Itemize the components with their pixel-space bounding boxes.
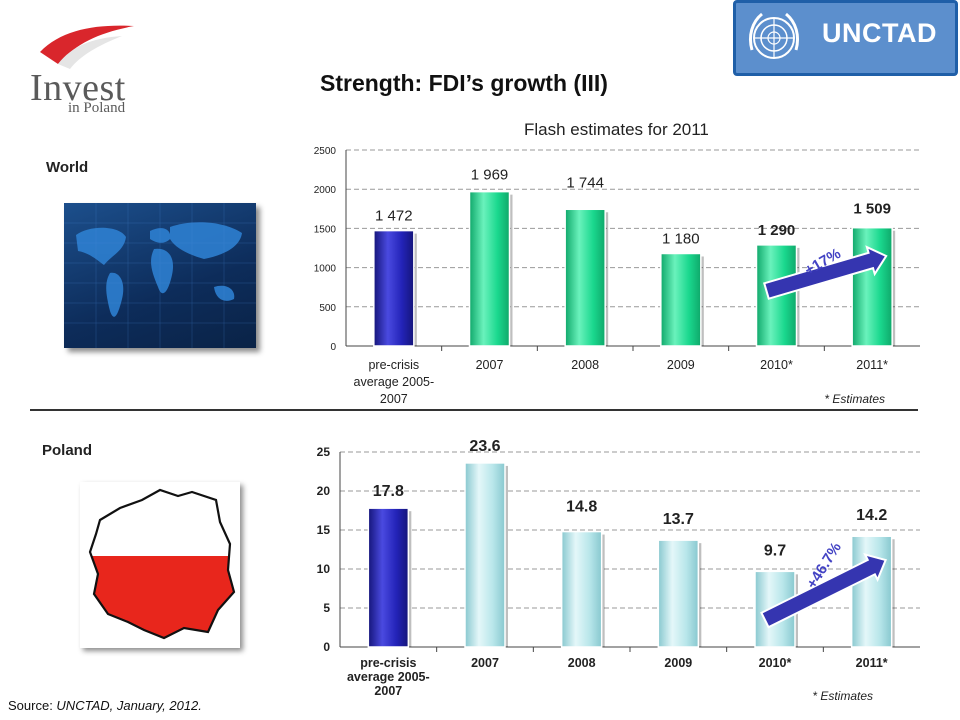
bar-2 xyxy=(564,208,606,347)
y-tick-label: 0 xyxy=(330,342,336,353)
growth-arrow-icon xyxy=(763,245,888,300)
x-tick-label: 2007 xyxy=(471,656,499,670)
data-label: 1 290 xyxy=(758,222,796,239)
y-tick-label: 0 xyxy=(323,640,330,654)
page-title: Strength: FDI’s growth (III) xyxy=(320,70,608,96)
poland-map-image xyxy=(80,482,240,648)
data-label: 1 472 xyxy=(375,208,413,225)
bar-1 xyxy=(468,190,511,347)
x-tick-label: 2011* xyxy=(856,358,888,372)
y-tick-label: 5 xyxy=(323,601,330,615)
data-label: 23.6 xyxy=(469,438,500,455)
y-tick-label: 2000 xyxy=(314,185,337,196)
logo-in-poland-text: in Poland xyxy=(68,100,126,116)
growth-arrow-icon xyxy=(760,553,888,629)
x-tick-label: 2010* xyxy=(759,656,792,670)
bar-0 xyxy=(373,229,415,347)
source-note: Source: UNCTAD, January, 2012. xyxy=(8,698,202,713)
bar-0 xyxy=(367,507,410,648)
bar-3 xyxy=(657,539,700,648)
bar-1 xyxy=(464,462,506,648)
y-tick-label: 15 xyxy=(317,523,331,537)
estimates-note: * Estimates xyxy=(812,689,873,703)
y-tick-label: 1500 xyxy=(314,224,337,235)
x-tick-label: average 2005- xyxy=(347,670,430,684)
x-tick-label: 2007 xyxy=(380,392,408,406)
data-label: 1 744 xyxy=(566,174,604,191)
un-emblem-icon xyxy=(748,12,800,59)
unctad-logo-text: UNCTAD xyxy=(822,18,937,48)
x-tick-label: 2009 xyxy=(664,656,692,670)
section-divider xyxy=(30,409,918,411)
world-map-image xyxy=(64,203,256,348)
x-tick-label: 2007 xyxy=(374,684,402,698)
y-tick-label: 10 xyxy=(317,562,331,576)
x-tick-label: 2010* xyxy=(760,358,793,372)
invest-in-poland-logo xyxy=(40,25,134,69)
chart-world-title: Flash estimates for 2011 xyxy=(524,120,709,139)
data-label: 1 180 xyxy=(662,230,700,247)
data-label: 14.8 xyxy=(566,499,597,516)
y-tick-label: 20 xyxy=(317,484,331,498)
bar-5 xyxy=(851,226,893,347)
x-tick-label: average 2005- xyxy=(354,375,435,389)
x-tick-label: pre-crisis xyxy=(360,656,416,670)
y-tick-label: 2500 xyxy=(314,146,337,157)
data-label: 1 509 xyxy=(853,201,891,218)
x-tick-label: 2008 xyxy=(568,656,596,670)
logo-invest-text: Invest xyxy=(30,67,126,109)
x-tick-label: 2008 xyxy=(571,358,599,372)
bar-2 xyxy=(560,530,603,648)
data-label: 17.8 xyxy=(373,483,404,500)
data-label: 1 969 xyxy=(471,167,509,184)
data-label: 9.7 xyxy=(764,542,786,559)
bar-5 xyxy=(850,535,893,648)
x-tick-label: 2009 xyxy=(667,358,695,372)
world-label: World xyxy=(46,159,89,176)
bar-3 xyxy=(660,252,702,347)
x-tick-label: 2007 xyxy=(476,358,504,372)
estimates-note: * Estimates xyxy=(824,392,885,406)
poland-label: Poland xyxy=(42,442,93,459)
data-label: 13.7 xyxy=(663,511,694,528)
y-tick-label: 1000 xyxy=(314,264,337,275)
x-tick-label: pre-crisis xyxy=(368,358,419,372)
y-tick-label: 25 xyxy=(317,445,331,459)
world-fdi-bar-chart: 0 500 1000 1500 2000 2500 1 472 pre-crisis avera… xyxy=(314,146,920,406)
y-tick-label: 500 xyxy=(319,303,336,314)
x-tick-label: 2011* xyxy=(856,656,888,670)
data-label: 14.2 xyxy=(856,507,887,524)
